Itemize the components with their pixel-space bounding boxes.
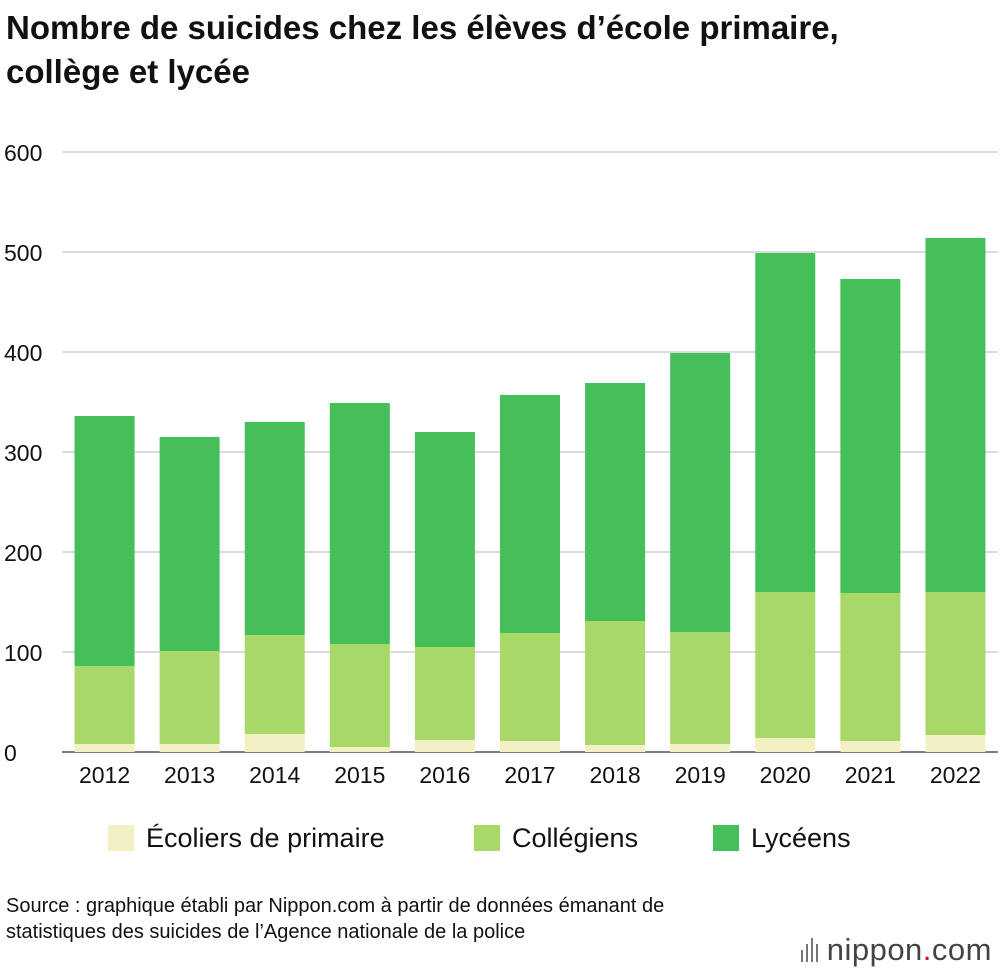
x-tick-label-2019: 2019: [675, 762, 726, 788]
bar-2014-series-2: [244, 422, 305, 635]
x-tick-label-2012: 2012: [79, 762, 130, 788]
y-tick-label-600: 600: [4, 140, 42, 166]
bar-2020-series-2: [755, 253, 816, 592]
logo-dot: .: [922, 932, 932, 967]
bar-2022-series-1: [925, 592, 986, 735]
x-tick-label-2014: 2014: [249, 762, 300, 788]
y-tick-label-200: 200: [4, 540, 42, 566]
x-tick-label-2013: 2013: [164, 762, 215, 788]
x-tick-label-2022: 2022: [930, 762, 981, 788]
y-tick-label-0: 0: [4, 740, 17, 766]
bar-2013-series-2: [159, 437, 220, 651]
bar-2022-series-0: [925, 735, 986, 752]
bar-2016-series-0: [414, 740, 475, 752]
legend-item-primaire: Écoliers de primaire: [108, 816, 385, 860]
bar-2012-series-2: [74, 416, 135, 666]
chart-title: Nombre de suicides chez les élèves d’éco…: [6, 9, 839, 90]
bar-2018-series-0: [585, 745, 646, 752]
source-note: Source : graphique établi par Nippon.com…: [6, 895, 665, 943]
bar-2019-series-2: [670, 353, 731, 632]
bar-2012-series-1: [74, 666, 135, 744]
logo-name: nippon: [826, 932, 923, 967]
x-tick-label-2018: 2018: [590, 762, 641, 788]
bar-2017-series-2: [500, 395, 560, 633]
y-tick-label-400: 400: [4, 340, 42, 366]
legend-item-lycee: Lycéens: [713, 816, 851, 860]
x-tick-label-2021: 2021: [845, 762, 896, 788]
x-tick-label-2015: 2015: [334, 762, 385, 788]
bar-2019-series-1: [670, 632, 731, 744]
bar-2018-series-2: [585, 383, 646, 621]
bar-2013-series-1: [159, 651, 220, 744]
bar-2021-series-1: [840, 593, 901, 741]
x-tick-label-2020: 2020: [760, 762, 811, 788]
bar-2012-series-0: [74, 744, 135, 752]
legend-swatch-lycee: [713, 825, 739, 851]
y-tick-label-500: 500: [4, 240, 42, 266]
bar-2017-series-1: [500, 633, 560, 741]
bar-2017-series-0: [500, 741, 560, 752]
bar-2014-series-0: [244, 734, 305, 752]
bar-2020-series-0: [755, 738, 816, 752]
legend: Écoliers de primaire Collégiens Lycéens: [0, 816, 1000, 860]
logo-bars-icon: [800, 938, 818, 962]
bar-2015-series-0: [329, 747, 390, 752]
bar-2021-series-0: [840, 741, 901, 752]
legend-item-college: Collégiens: [474, 816, 638, 860]
bar-2022-series-2: [925, 238, 986, 592]
bar-2018-series-1: [585, 621, 646, 745]
stacked-bar-chart: 0 100 200 300 400 500 600 2012 2013 2014 2015 2016 2…: [4, 140, 998, 788]
bar-2020-series-1: [755, 592, 816, 738]
y-tick-label-300: 300: [4, 440, 42, 466]
y-tick-label-100: 100: [4, 640, 42, 666]
bar-2016-series-1: [414, 647, 475, 740]
bar-2015-series-1: [329, 644, 390, 747]
bar-2014-series-1: [244, 635, 305, 734]
logo-suffix: com: [931, 932, 992, 967]
bar-2013-series-0: [159, 744, 220, 752]
x-tick-label-2016: 2016: [419, 762, 470, 788]
x-tick-label-2017: 2017: [504, 762, 555, 788]
legend-label-lycee: Lycéens: [751, 822, 851, 853]
bar-2019-series-0: [670, 744, 731, 752]
legend-label-college: Collégiens: [512, 822, 639, 853]
legend-swatch-college: [474, 825, 500, 851]
legend-label-primaire: Écoliers de primaire: [146, 822, 385, 853]
bar-2016-series-2: [414, 432, 475, 647]
bar-2015-series-2: [329, 403, 390, 644]
nippon-logo[interactable]: nippon. com: [800, 932, 992, 968]
legend-swatch-primaire: [108, 825, 134, 851]
bar-2021-series-2: [840, 279, 901, 593]
